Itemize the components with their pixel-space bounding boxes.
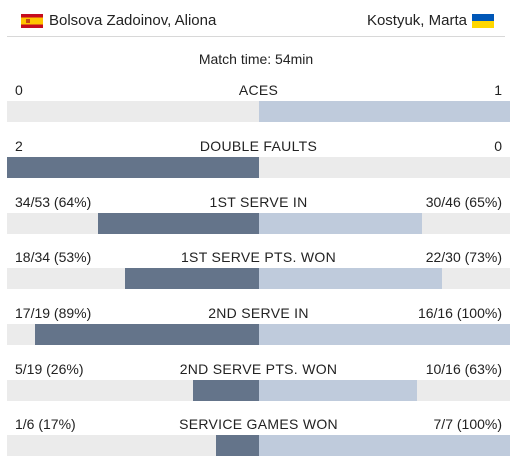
- stat-row: 0 ACES 1: [7, 82, 510, 138]
- ukraine-flag-icon: [472, 13, 494, 28]
- stat-left-value: 1/6 (17%): [15, 416, 76, 432]
- match-time: Match time: 54min: [198, 51, 314, 67]
- stat-name: SERVICE GAMES WON: [179, 416, 338, 432]
- stat-right-value: 16/16 (100%): [417, 305, 502, 321]
- stat-left-value: 5/19 (26%): [15, 361, 84, 377]
- stat-row: 1/6 (17%) SERVICE GAMES WON 7/7 (100%): [7, 416, 510, 458]
- stat-bar-right: [258, 380, 417, 401]
- stat-bar-right: [258, 101, 510, 122]
- stat-bar-right: [258, 324, 510, 345]
- stat-left-value: 34/53 (64%): [15, 194, 92, 210]
- stat-right-value: 0: [494, 138, 502, 154]
- stat-bar-track: [7, 157, 510, 178]
- stat-left-value: 18/34 (53%): [15, 249, 92, 265]
- stat-row: 18/34 (53%) 1ST SERVE PTS. WON 22/30 (73%): [7, 249, 510, 305]
- stat-bar-right: [258, 268, 443, 289]
- stat-bar-left: [97, 213, 259, 234]
- stat-right-value: 10/16 (63%): [425, 361, 502, 377]
- stat-bar-left: [125, 268, 259, 289]
- stat-bar-left: [7, 157, 259, 178]
- player-right-name: Kostyuk, Marta: [366, 12, 467, 29]
- match-header: Bolsova Zadoinov, Aliona Kostyuk, Marta: [7, 0, 505, 37]
- stat-row: 2 DOUBLE FAULTS 0: [7, 138, 510, 194]
- player-right[interactable]: Kostyuk, Marta: [367, 12, 494, 29]
- stat-bar-track: [7, 324, 510, 345]
- stat-bar-track: [7, 380, 510, 401]
- stat-name: DOUBLE FAULTS: [199, 138, 318, 154]
- player-left-name: Bolsova Zadoinov, Aliona: [49, 12, 217, 29]
- stat-name: 2ND SERVE PTS. WON: [179, 361, 338, 377]
- stat-bar-left: [215, 435, 259, 456]
- stat-row: 34/53 (64%) 1ST SERVE IN 30/46 (65%): [7, 194, 510, 250]
- stat-right-value: 7/7 (100%): [433, 416, 502, 432]
- stat-bar-left: [193, 380, 259, 401]
- stat-row: 5/19 (26%) 2ND SERVE PTS. WON 10/16 (63%): [7, 361, 510, 417]
- stat-name: 1ST SERVE PTS. WON: [180, 249, 337, 265]
- stat-bar-track: [7, 213, 510, 234]
- stat-bar-track: [7, 435, 510, 456]
- stat-name: 2ND SERVE IN: [208, 305, 309, 321]
- stat-right-value: 30/46 (65%): [425, 194, 502, 210]
- stat-left-value: 0: [15, 82, 23, 98]
- stat-right-value: 1: [494, 82, 502, 98]
- stat-bar-left: [34, 324, 259, 345]
- stat-bar-track: [7, 268, 510, 289]
- stat-bar-track: [7, 101, 510, 122]
- stat-name: ACES: [238, 82, 279, 98]
- stat-right-value: 22/30 (73%): [425, 249, 502, 265]
- stat-left-value: 17/19 (89%): [15, 305, 92, 321]
- stat-bar-right: [258, 435, 510, 456]
- stat-bar-right: [258, 213, 422, 234]
- stat-left-value: 2: [15, 138, 23, 154]
- player-left[interactable]: Bolsova Zadoinov, Aliona: [21, 12, 216, 29]
- stat-name: 1ST SERVE IN: [209, 194, 308, 210]
- stat-row: 17/19 (89%) 2ND SERVE IN 16/16 (100%): [7, 305, 510, 361]
- spain-flag-icon: [21, 13, 43, 28]
